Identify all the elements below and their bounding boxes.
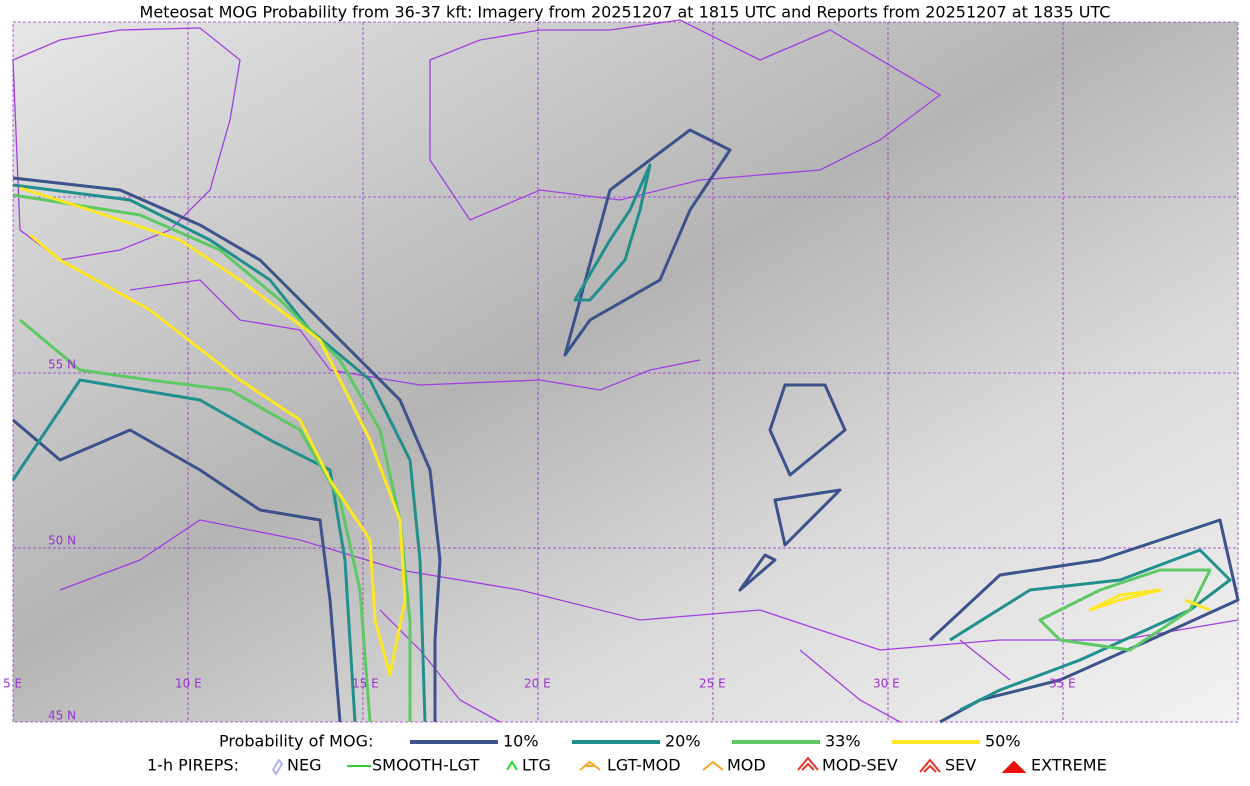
lon-label: 35 E [1049,677,1076,691]
legend-symbol [506,760,518,771]
coastlines [12,19,1239,723]
lon-label: 30 E [873,677,900,691]
legend-label: LTG [522,756,551,775]
legend-symbol [271,758,284,776]
legend-symbol [797,756,819,771]
graticule [12,21,1239,723]
legend-heading: Probability of MOG: [219,732,373,751]
legend-label: 50% [985,732,1021,751]
legend-label: 10% [503,732,539,751]
legend-symbol [579,760,601,771]
probability-contours [11,128,1240,724]
lon-label: 15 E [352,677,379,691]
legend-label: MOD [727,756,766,775]
legend-label: SMOOTH-LGT [372,756,479,775]
legend-label: SEV [945,756,976,775]
legend: Probability of MOG: 1-h PIREPS: 10% 20% 33… [147,732,1107,776]
lat-label: 50 N [48,534,76,548]
legend-symbol [919,758,941,773]
title: Meteosat MOG Probability from 36-37 kft:… [140,3,1111,22]
legend-label: LGT-MOD [607,756,681,775]
satellite-imagery [13,22,1238,722]
legend-label: EXTREME [1031,756,1107,775]
geo-labels: 55 N 50 N 45 N 5 E 10 E 15 E 20 E 25 E 3… [3,358,1076,723]
lat-label: 55 N [48,358,76,372]
lon-label: 10 E [175,677,202,691]
legend-label: NEG [287,756,321,775]
lon-label: 20 E [524,677,551,691]
legend-label: MOD-SEV [822,756,898,775]
lon-label: 25 E [699,677,726,691]
legend-label: 33% [825,732,861,751]
legend-symbol [702,760,724,771]
legend-symbol [1001,760,1027,773]
legend-label: 20% [665,732,701,751]
lon-label: 5 E [3,677,22,691]
lat-label: 45 N [48,709,76,723]
legend-heading: 1-h PIREPS: [147,756,239,775]
